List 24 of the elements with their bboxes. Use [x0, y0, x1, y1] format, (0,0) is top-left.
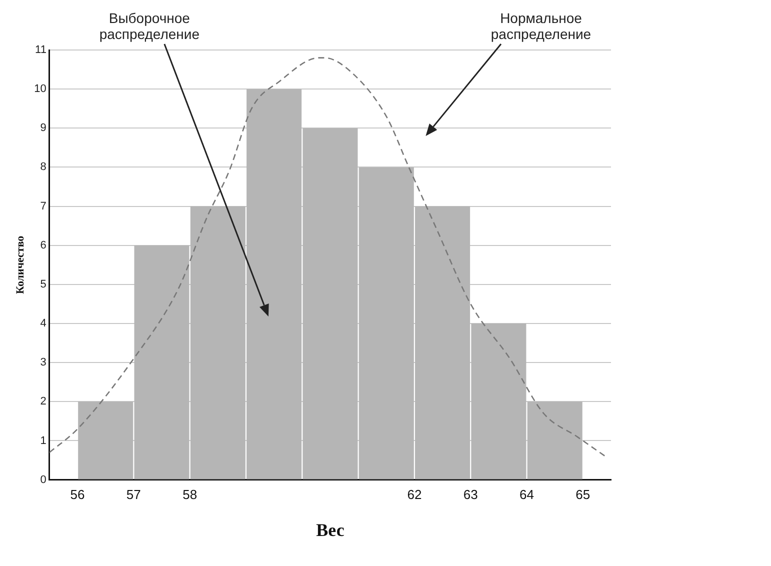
y-tick-label: 8	[40, 161, 46, 174]
y-axis-title: Количество	[14, 235, 26, 294]
y-tick-label: 11	[35, 44, 46, 56]
y-tick-label: 1	[40, 434, 46, 447]
y-tick-label: 4	[40, 318, 46, 330]
y-tick-label: 2	[40, 396, 46, 408]
y-tick-label: 0	[40, 474, 46, 486]
y-tick-label: 10	[34, 83, 46, 96]
x-tick-label: 64	[520, 487, 534, 502]
text: Нормальное распределение	[490, 10, 592, 42]
text: Выборочное распределение	[98, 10, 201, 42]
y-tick-label: 3	[40, 356, 46, 369]
y-tick-label: 5	[40, 278, 46, 290]
x-tick-label: 63	[463, 487, 478, 502]
x-tick-label: 58	[182, 487, 198, 502]
y-tick-label: 7	[40, 200, 46, 212]
x-tick-label: 65	[576, 487, 590, 502]
x-tick-label: 56	[70, 487, 85, 502]
x-tick-label: 57	[126, 487, 141, 502]
line-series	[49, 57, 606, 458]
y-tick-label: 6	[40, 239, 46, 252]
x-axis-title: Вес	[316, 520, 344, 540]
y-tick-label: 9	[40, 122, 46, 134]
x-tick-label: 62	[407, 487, 422, 502]
